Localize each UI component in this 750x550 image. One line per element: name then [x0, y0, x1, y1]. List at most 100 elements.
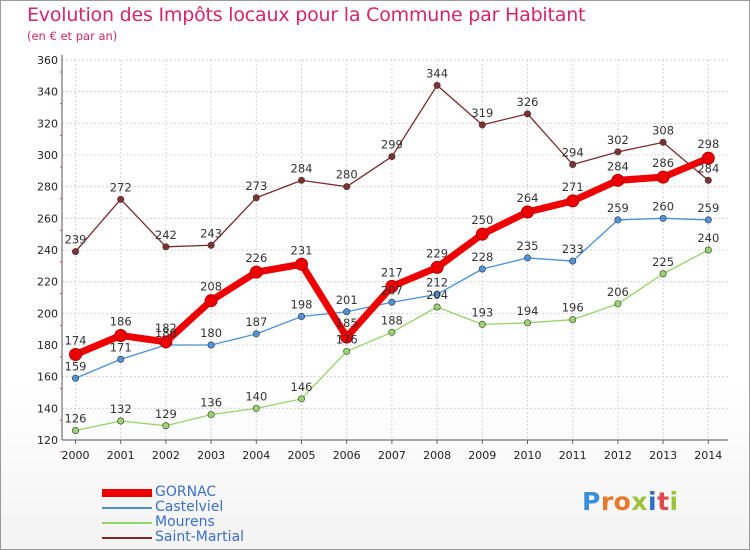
data-label-castelviel: 180 — [155, 326, 177, 340]
point-saint-martial — [569, 161, 577, 169]
data-label-gornac: 286 — [652, 156, 674, 170]
data-label-saint-martial: 273 — [245, 179, 267, 193]
data-label-castelviel: 259 — [607, 201, 629, 215]
point-gornac — [430, 260, 444, 274]
logo-letter: o — [613, 487, 632, 516]
logo-letter: i — [648, 487, 658, 516]
data-label-gornac: 271 — [562, 180, 584, 194]
legend-swatch-castelviel — [102, 507, 152, 509]
point-mourens — [162, 422, 170, 430]
point-saint-martial — [207, 241, 215, 249]
point-castelviel — [297, 312, 305, 320]
data-label-castelviel: 228 — [471, 250, 493, 264]
data-label-gornac: 229 — [426, 246, 448, 260]
logo-letter: t — [657, 487, 670, 516]
data-label-gornac: 284 — [607, 159, 629, 173]
y-tick-label: 140 — [37, 402, 58, 415]
point-saint-martial — [72, 248, 80, 256]
point-castelviel — [478, 265, 486, 273]
point-mourens — [72, 426, 80, 434]
y-tick-label: 340 — [37, 86, 58, 99]
data-label-gornac: 186 — [110, 315, 132, 329]
point-castelviel — [569, 257, 577, 265]
legend-label-gornac: GORNAC — [155, 484, 217, 500]
data-label-castelviel: 180 — [200, 326, 222, 340]
point-mourens — [704, 246, 712, 254]
point-saint-martial — [343, 183, 351, 191]
point-mourens — [478, 320, 486, 328]
point-castelviel — [704, 216, 712, 224]
point-mourens — [614, 300, 622, 308]
logo-letter: r — [600, 487, 614, 516]
point-saint-martial — [297, 176, 305, 184]
data-label-mourens: 194 — [517, 304, 539, 318]
series-lines — [69, 81, 715, 434]
y-tick-label: 160 — [37, 371, 58, 384]
point-castelviel — [72, 374, 80, 382]
data-label-mourens: 188 — [381, 313, 403, 327]
y-tick-label: 200 — [37, 307, 58, 320]
chart-subtitle: (en € et par an) — [27, 29, 118, 43]
data-label-gornac: 298 — [697, 137, 719, 151]
point-mourens — [343, 347, 351, 355]
data-label-mourens: 225 — [652, 255, 674, 269]
data-label-castelviel: 201 — [336, 293, 358, 307]
data-label-gornac: 208 — [200, 280, 222, 294]
point-gornac — [611, 173, 625, 187]
point-gornac — [701, 151, 715, 165]
y-tick-label: 300 — [37, 149, 58, 162]
data-label-mourens: 126 — [65, 412, 87, 426]
x-tick-label: 2006 — [333, 449, 361, 462]
point-castelviel — [614, 216, 622, 224]
legend-label-mourens: Mourens — [155, 514, 215, 530]
x-tick-label: 2013 — [649, 449, 677, 462]
point-mourens — [252, 404, 260, 412]
data-label-saint-martial: 242 — [155, 228, 177, 242]
chart-title: Evolution des Impôts locaux pour la Comm… — [27, 4, 586, 26]
point-saint-martial — [433, 81, 441, 89]
axes: 120 140 160 180 200 220 240 260 280 300 320 340 360 2… — [37, 54, 728, 462]
data-label-castelviel: 235 — [517, 239, 539, 253]
x-tick-label: 2009 — [468, 449, 496, 462]
legend-swatch-mourens — [102, 522, 152, 524]
point-castelviel — [659, 214, 667, 222]
x-tick-label: 2002 — [152, 449, 180, 462]
x-tick-label: 2010 — [514, 449, 542, 462]
x-tick-label: 2005 — [288, 449, 316, 462]
point-saint-martial — [704, 176, 712, 184]
point-mourens — [433, 303, 441, 311]
point-castelviel — [523, 254, 531, 262]
data-label-gornac: 185 — [336, 316, 358, 330]
y-tick-label: 180 — [37, 339, 58, 352]
data-label-saint-martial: 243 — [200, 226, 222, 240]
logo-letter: P — [582, 487, 601, 516]
point-castelviel — [252, 330, 260, 338]
data-label-mourens: 240 — [697, 231, 719, 245]
data-label-castelviel: 233 — [562, 242, 584, 256]
legend-label-castelviel: Castelviel — [155, 499, 224, 515]
point-saint-martial — [614, 148, 622, 156]
y-tick-label: 220 — [37, 276, 58, 289]
point-mourens — [523, 319, 531, 327]
point-gornac — [656, 170, 670, 184]
point-mourens — [117, 417, 125, 425]
point-saint-martial — [252, 194, 260, 202]
data-label-castelviel: 198 — [291, 298, 313, 312]
data-label-gornac: 250 — [471, 213, 493, 227]
data-label-gornac: 226 — [245, 251, 267, 265]
legend-swatch-gornac — [102, 489, 152, 497]
x-tick-label: 2011 — [559, 449, 587, 462]
data-label-castelviel: 187 — [245, 315, 267, 329]
point-gornac — [114, 329, 128, 342]
data-label-mourens: 193 — [471, 305, 493, 319]
point-gornac — [159, 335, 173, 349]
point-mourens — [569, 316, 577, 324]
data-label-saint-martial: 326 — [517, 95, 539, 109]
data-label-saint-martial: 280 — [336, 168, 358, 182]
data-label-mourens: 132 — [110, 402, 132, 416]
y-tick-label: 260 — [37, 212, 58, 225]
point-saint-martial — [659, 138, 667, 146]
legend-label-saint-martial: Saint-Martial — [155, 529, 245, 545]
point-gornac — [69, 348, 82, 361]
